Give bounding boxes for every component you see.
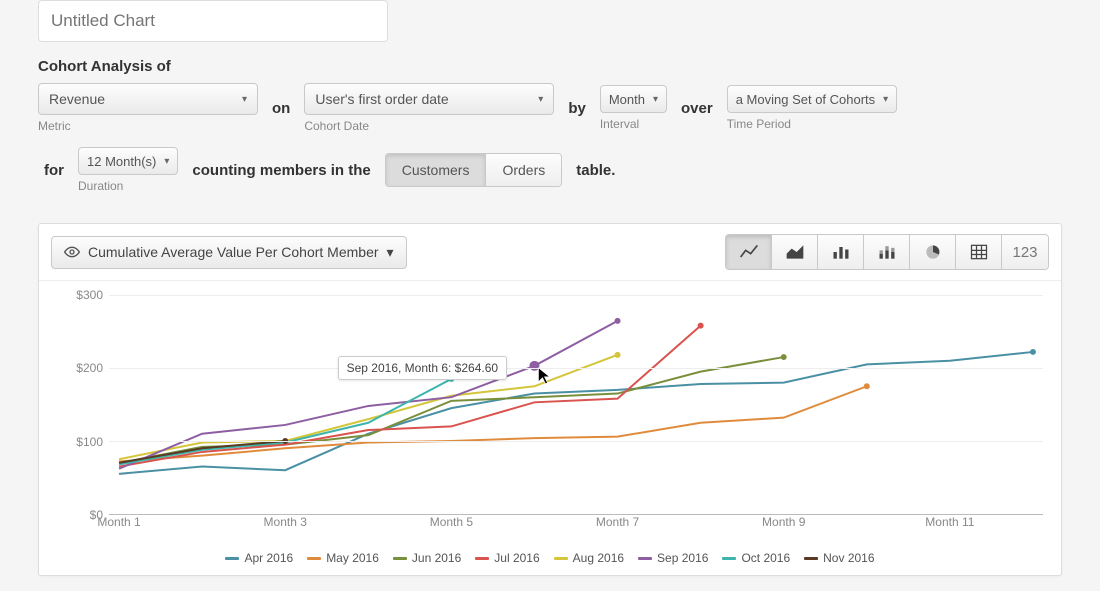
legend-item[interactable]: Jul 2016 bbox=[475, 551, 539, 565]
counting-phrase: counting members in the bbox=[186, 162, 376, 179]
chevron-down-icon: ▾ bbox=[883, 94, 888, 105]
metric-value: Revenue bbox=[49, 91, 105, 107]
duration-select[interactable]: 12 Month(s) ▾ bbox=[78, 147, 178, 175]
legend-swatch bbox=[307, 557, 321, 560]
legend-label: Oct 2016 bbox=[741, 551, 790, 565]
interval-select[interactable]: Month ▾ bbox=[600, 85, 667, 113]
view-label: Cumulative Average Value Per Cohort Memb… bbox=[88, 244, 379, 260]
legend-label: Jun 2016 bbox=[412, 551, 461, 565]
x-tick: Month 3 bbox=[264, 515, 307, 529]
legend-swatch bbox=[393, 557, 407, 560]
legend-item[interactable]: Jun 2016 bbox=[393, 551, 461, 565]
y-tick: $200 bbox=[76, 361, 103, 375]
config-row-1: Revenue ▾ Metric on User's first order d… bbox=[38, 83, 1062, 133]
chart-type-number-icon[interactable]: 123 bbox=[1002, 235, 1048, 269]
cohort-date-sublabel: Cohort Date bbox=[304, 119, 554, 133]
legend-label: Sep 2016 bbox=[657, 551, 708, 565]
x-tick: Month 11 bbox=[925, 515, 974, 529]
legend-label: May 2016 bbox=[326, 551, 379, 565]
section-heading: Cohort Analysis of bbox=[38, 58, 1062, 75]
chevron-down-icon: ▾ bbox=[242, 94, 247, 105]
chart-tooltip: Sep 2016, Month 6: $264.60 bbox=[338, 356, 507, 380]
time-period-select[interactable]: a Moving Set of Cohorts ▾ bbox=[727, 85, 898, 113]
chart-type-pie-icon[interactable] bbox=[910, 235, 956, 269]
chart-body: $0$100$200$300 Sep 2016, Month 6: $264.6… bbox=[39, 281, 1061, 575]
legend-item[interactable]: Aug 2016 bbox=[554, 551, 624, 565]
legend-item[interactable]: May 2016 bbox=[307, 551, 379, 565]
chart-type-table-icon[interactable] bbox=[956, 235, 1002, 269]
legend-swatch bbox=[722, 557, 736, 560]
chart-panel: Cumulative Average Value Per Cohort Memb… bbox=[38, 223, 1062, 576]
cohort-date-select[interactable]: User's first order date ▾ bbox=[304, 83, 554, 115]
chart-type-strip: 123 bbox=[725, 234, 1049, 270]
chart-legend: Apr 2016 May 2016 Jun 2016 Jul 2016 Aug 2016… bbox=[57, 551, 1043, 565]
chart-lines bbox=[109, 295, 1043, 514]
legend-swatch bbox=[638, 557, 652, 560]
legend-item[interactable]: Oct 2016 bbox=[722, 551, 790, 565]
segment-customers[interactable]: Customers bbox=[386, 154, 487, 186]
x-tick: Month 5 bbox=[430, 515, 473, 529]
chevron-down-icon: ▾ bbox=[653, 94, 658, 105]
legend-swatch bbox=[225, 557, 239, 560]
word-for: for bbox=[38, 162, 70, 179]
x-axis: Month 1Month 3Month 5Month 7Month 9Month… bbox=[109, 515, 1043, 535]
member-segment: CustomersOrders bbox=[385, 153, 562, 187]
eye-icon bbox=[64, 244, 80, 260]
x-tick: Month 9 bbox=[762, 515, 805, 529]
duration-value: 12 Month(s) bbox=[87, 154, 156, 169]
interval-value: Month bbox=[609, 92, 645, 107]
chart-type-line-icon[interactable] bbox=[726, 235, 772, 269]
chevron-down-icon: ▾ bbox=[538, 94, 543, 105]
legend-item[interactable]: Sep 2016 bbox=[638, 551, 708, 565]
segment-orders[interactable]: Orders bbox=[486, 154, 561, 186]
legend-swatch bbox=[475, 557, 489, 560]
word-on: on bbox=[266, 100, 296, 117]
cohort-date-value: User's first order date bbox=[315, 91, 448, 107]
chart-type-area-icon[interactable] bbox=[772, 235, 818, 269]
legend-item[interactable]: Nov 2016 bbox=[804, 551, 874, 565]
duration-sublabel: Duration bbox=[78, 179, 178, 193]
metric-select[interactable]: Revenue ▾ bbox=[38, 83, 258, 115]
metric-sublabel: Metric bbox=[38, 119, 258, 133]
word-by: by bbox=[562, 100, 592, 117]
legend-swatch bbox=[804, 557, 818, 560]
legend-swatch bbox=[554, 557, 568, 560]
x-tick: Month 1 bbox=[97, 515, 140, 529]
chart-toolbar: Cumulative Average Value Per Cohort Memb… bbox=[39, 224, 1061, 281]
chart-type-bar-icon[interactable] bbox=[818, 235, 864, 269]
interval-sublabel: Interval bbox=[600, 117, 667, 131]
view-select[interactable]: Cumulative Average Value Per Cohort Memb… bbox=[51, 236, 407, 269]
legend-label: Nov 2016 bbox=[823, 551, 874, 565]
time-period-value: a Moving Set of Cohorts bbox=[736, 92, 875, 107]
chart-title-input[interactable] bbox=[38, 0, 388, 42]
y-tick: $300 bbox=[76, 288, 103, 302]
chart-type-stacked-bar-icon[interactable] bbox=[864, 235, 910, 269]
chevron-down-icon: ▾ bbox=[164, 156, 169, 167]
config-row-2: for 12 Month(s) ▾ Duration counting memb… bbox=[38, 147, 1062, 193]
chart-plot[interactable]: $0$100$200$300 Sep 2016, Month 6: $264.6… bbox=[57, 295, 1043, 545]
y-tick: $100 bbox=[76, 435, 103, 449]
x-tick: Month 7 bbox=[596, 515, 639, 529]
word-over: over bbox=[675, 100, 719, 117]
legend-item[interactable]: Apr 2016 bbox=[225, 551, 293, 565]
y-axis: $0$100$200$300 bbox=[57, 295, 109, 515]
table-word: table. bbox=[570, 162, 621, 179]
plot-area: Sep 2016, Month 6: $264.60 bbox=[109, 295, 1043, 515]
time-period-sublabel: Time Period bbox=[727, 117, 898, 131]
chevron-down-icon: ▾ bbox=[387, 244, 394, 261]
legend-label: Jul 2016 bbox=[494, 551, 539, 565]
legend-label: Aug 2016 bbox=[573, 551, 624, 565]
legend-label: Apr 2016 bbox=[244, 551, 293, 565]
